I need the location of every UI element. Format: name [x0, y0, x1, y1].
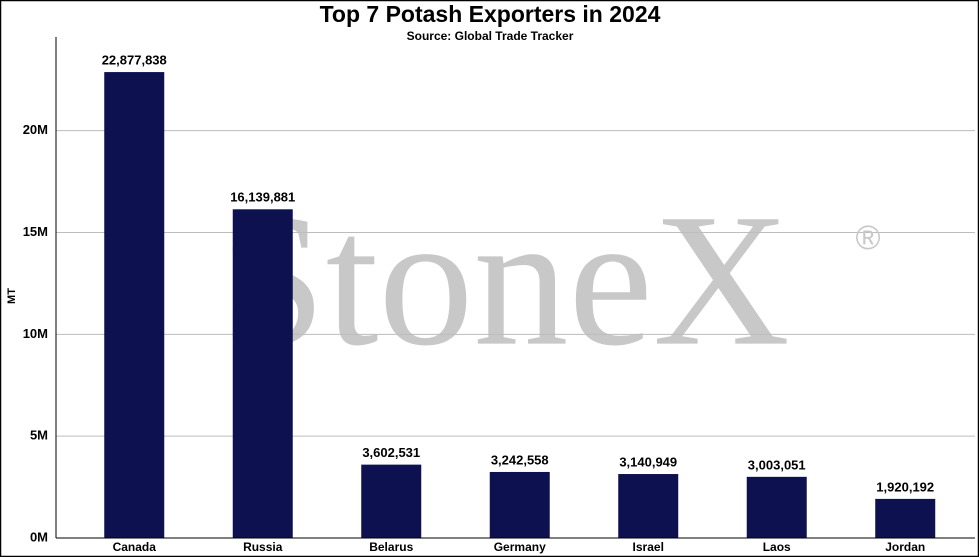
y-tick-label: 15M	[23, 224, 48, 239]
watermark: StoneX	[220, 176, 790, 386]
value-label: 22,877,838	[102, 53, 167, 68]
chart-subtitle: Source: Global Trade Tracker	[407, 29, 574, 43]
x-tick-label: Russia	[243, 540, 283, 554]
x-tick-label: Israel	[633, 540, 664, 554]
y-tick-label: 5M	[30, 428, 48, 443]
x-tick-label: Canada	[113, 540, 157, 554]
y-tick-label: 20M	[23, 122, 48, 137]
y-tick-label: 10M	[23, 326, 48, 341]
x-tick-label: Laos	[763, 540, 791, 554]
x-tick-label: Jordan	[885, 540, 925, 554]
chart-title: Top 7 Potash Exporters in 2024	[320, 1, 661, 27]
bar	[104, 72, 165, 538]
bar	[232, 209, 293, 538]
bar	[489, 471, 550, 538]
x-tick-label: Belarus	[369, 540, 413, 554]
value-label: 3,602,531	[362, 445, 420, 460]
bar	[361, 464, 422, 538]
y-tick-label: 0M	[30, 529, 48, 544]
watermark-mark: ®	[855, 219, 880, 257]
x-tick-label: Germany	[494, 540, 546, 554]
value-label: 3,140,949	[619, 454, 677, 469]
value-label: 3,003,051	[748, 457, 806, 472]
value-label: 1,920,192	[876, 479, 934, 494]
bar	[618, 474, 679, 538]
value-label: 3,242,558	[491, 452, 549, 467]
bar	[875, 498, 936, 538]
plot: 0M 5M 10M 15M 20M Canada 22,877,838 Russia 16,13…	[23, 37, 975, 554]
bar	[746, 476, 807, 538]
value-label: 16,139,881	[230, 190, 295, 205]
y-axis-label: MT	[6, 288, 18, 304]
